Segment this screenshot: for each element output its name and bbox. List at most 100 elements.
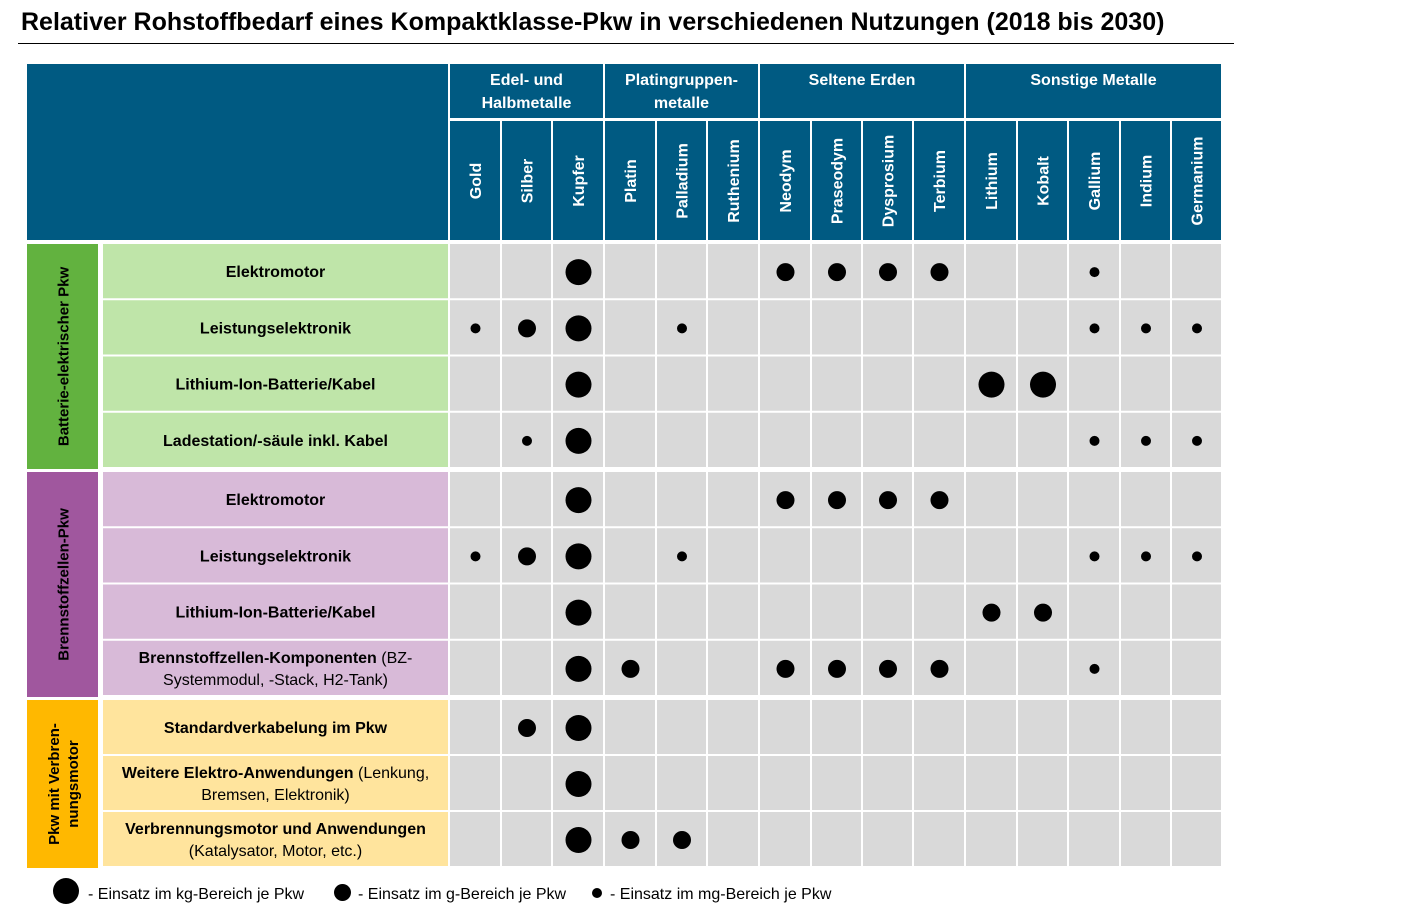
column-group-label-sonstige-metalle-0: Sonstige Metalle: [1030, 72, 1156, 89]
row-label-cell: [103, 584, 448, 639]
matrix-cell: [1121, 584, 1170, 639]
matrix-cell: [760, 584, 810, 639]
matrix-cell: [1121, 640, 1170, 695]
matrix-cell: [914, 584, 964, 639]
dot-g-platin: [621, 659, 640, 678]
matrix-cell: [863, 412, 912, 467]
dot-g-lithium: [982, 603, 1001, 622]
legend-item-g: - Einsatz im g-Bereich je Pkw: [333, 878, 593, 908]
matrix-cell: [966, 700, 1016, 754]
row-label-cell: [103, 300, 448, 355]
dot-g-kobalt: [1034, 603, 1052, 622]
column-header-gold: Gold: [468, 163, 485, 199]
row-group-label-pkw-mit-verbrennungsmotor-1: nungsmotor: [65, 740, 82, 828]
matrix-cell: [605, 528, 655, 583]
dot-mg-gold: [470, 551, 481, 562]
matrix-cell: [450, 700, 500, 754]
column-group-label-platingruppen-metalle-1: metalle: [654, 95, 709, 112]
row-group-band: [27, 472, 98, 697]
matrix-cell: [450, 356, 500, 411]
matrix-cell: [450, 812, 500, 866]
dot-g-praseodym: [828, 263, 846, 282]
dot-mg-gallium: [1089, 435, 1100, 446]
column-header-ruthenium: Ruthenium: [726, 139, 743, 223]
matrix-cell: [502, 756, 551, 810]
column-header-cell: [863, 121, 912, 240]
matrix-cell: [1172, 244, 1221, 299]
row-group-band: [27, 700, 98, 868]
small-dot-icon: [592, 888, 602, 898]
matrix-cell: [605, 356, 655, 411]
dot-mg-palladium: [677, 551, 687, 562]
row-label-brennstoffzellen-komponenten-1: Systemmodul, -Stack, H2-Tank): [163, 672, 388, 689]
row-group-label-brennstoffzellen-pkw-0: Brennstoffzellen-Pkw: [56, 508, 73, 661]
matrix-cell: [1018, 244, 1067, 299]
matrix-cell: [966, 640, 1016, 695]
column-header-cell: [760, 121, 810, 240]
column-header-cell: [450, 121, 500, 240]
matrix-cell: [1172, 756, 1221, 810]
matrix-cell: [812, 300, 861, 355]
column-group-header: [450, 64, 603, 118]
matrix-cell: [966, 244, 1016, 299]
dot-g-praseodym: [828, 491, 846, 510]
row-label-weitere-elektro-anwendungen-1: Bremsen, Elektronik): [201, 787, 350, 804]
matrix-cell: [1121, 472, 1170, 527]
matrix-cell: [863, 356, 912, 411]
dot-kg-kupfer: [565, 827, 592, 853]
matrix-cell: [450, 640, 500, 695]
row-label-leistungselektronik: Leistungselektronik: [200, 320, 351, 337]
row-label-cell: [103, 640, 448, 695]
dot-mg-gallium: [1089, 663, 1100, 674]
matrix-cell: [760, 412, 810, 467]
dot-g-terbium: [930, 263, 949, 282]
dot-kg-kupfer: [565, 487, 592, 514]
matrix-cell: [1069, 472, 1119, 527]
row-label-verbrennungsmotor-und-anwendungen-1: (Katalysator, Motor, etc.): [189, 843, 362, 860]
matrix-cell: [966, 756, 1016, 810]
matrix-cell: [863, 528, 912, 583]
matrix-cell: [1018, 528, 1067, 583]
dot-mg-gallium: [1089, 267, 1100, 278]
matrix-cell: [1121, 700, 1170, 754]
matrix-cell: [966, 528, 1016, 583]
matrix-cell: [863, 300, 912, 355]
row-label-cell: [103, 356, 448, 411]
matrix-cell: [1121, 244, 1170, 299]
column-group-header: [605, 64, 758, 118]
matrix-cell: [966, 412, 1016, 467]
column-header-cell: [708, 121, 758, 240]
matrix-cell: [657, 640, 706, 695]
column-header-cell: [1172, 121, 1221, 240]
matrix-cell: [1172, 812, 1221, 866]
dot-g-dysprosium: [879, 659, 897, 678]
raw-material-matrix: Edel- und Halbmetalle Platingruppen-metall…: [27, 64, 1221, 868]
dot-kg-kobalt: [1030, 371, 1056, 398]
row-label-standardverkabelung-im-pkw: Standardverkabelung im Pkw: [164, 720, 388, 737]
matrix-cell: [1069, 812, 1119, 866]
matrix-cell: [605, 756, 655, 810]
column-header-neodym: Neodym: [778, 149, 795, 212]
dot-kg-kupfer: [565, 427, 592, 454]
dot-kg-kupfer: [565, 371, 592, 398]
matrix-cell: [605, 700, 655, 754]
dot-g-neodym: [776, 263, 795, 282]
row-label-elektromotor: Elektromotor: [226, 492, 326, 509]
dot-g-terbium: [930, 659, 949, 678]
row-label-cell: [103, 472, 448, 527]
column-group-label-edel-und-halbmetalle-1: Halbmetalle: [482, 95, 572, 112]
dot-kg-kupfer: [565, 715, 592, 741]
matrix-cell: [863, 700, 912, 754]
dot-mg-germanium: [1192, 551, 1202, 562]
matrix-cell: [863, 756, 912, 810]
matrix-cell: [605, 300, 655, 355]
matrix-cell: [914, 756, 964, 810]
matrix-cell: [657, 584, 706, 639]
dot-mg-indium: [1141, 551, 1151, 562]
matrix-cell: [914, 700, 964, 754]
dot-mg-germanium: [1192, 435, 1202, 446]
matrix-cell: [760, 528, 810, 583]
matrix-cell: [760, 756, 810, 810]
legend-label-g: - Einsatz im g-Bereich je Pkw: [358, 886, 567, 903]
matrix-cell: [450, 472, 500, 527]
